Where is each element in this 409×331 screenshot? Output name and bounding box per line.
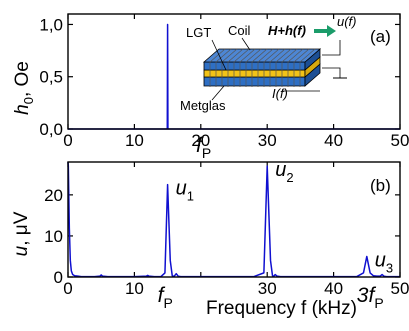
inset-coil-turn-top bbox=[275, 48, 292, 63]
panel-b-label: (b) bbox=[370, 176, 391, 195]
inset-metglas-top-side bbox=[203, 61, 306, 71]
panel-a-xtick-label: 10 bbox=[125, 131, 144, 150]
panel-a-axes-frame bbox=[67, 13, 401, 130]
inset-metglas-pointer bbox=[211, 85, 225, 101]
panel-a-label: (a) bbox=[370, 27, 391, 46]
panel-a-ytick-label: 0,0 bbox=[39, 120, 63, 139]
inset-current-label: I(f) bbox=[272, 86, 288, 101]
inset-field-arrow bbox=[314, 25, 336, 37]
inset-field-label: H+h(f) bbox=[268, 23, 306, 38]
panel-b-xlabel: Frequency f (kHz) bbox=[206, 298, 357, 319]
inset-coil-windings bbox=[209, 48, 316, 87]
panel-b-xtick-label: 0 bbox=[63, 279, 72, 298]
inset-schematic: LGT Coil H+h(f) u(f) I(f) Metglas bbox=[180, 14, 357, 113]
inset-coil-turn-top bbox=[281, 48, 298, 63]
panel-b-ytick-label: 0 bbox=[54, 268, 63, 287]
inset-coil-turn-top bbox=[269, 48, 286, 63]
inset-voltage-lead-bottom bbox=[322, 67, 341, 78]
inset-coil-turn-top bbox=[293, 48, 310, 63]
panel-b-frequency-marker: fP bbox=[158, 284, 173, 311]
inset-voltage-label: u(f) bbox=[337, 14, 357, 29]
panel-a-ylabel-symbol: h bbox=[12, 104, 33, 115]
panel-a-ytick-label: 1,0 bbox=[39, 15, 63, 34]
inset-coil-turn-top bbox=[299, 48, 316, 63]
panel-a-ylabel: h0, Oe bbox=[12, 61, 36, 115]
panel-b-ytick-label: 20 bbox=[44, 186, 63, 205]
panel-b-xtick-label: 30 bbox=[258, 279, 277, 298]
panel-b-ylabel-symbol: u bbox=[11, 245, 32, 256]
inset-voltage-lead-top bbox=[322, 40, 341, 56]
inset-coil-turn-top bbox=[215, 48, 232, 63]
inset-lgt-pointer bbox=[211, 39, 227, 71]
inset-metglas-bottom-side bbox=[203, 76, 306, 87]
panel-b: u, μV 0 10 30 40 50 0 10 20 fP 3fP u1 u2 u3 Frequ… bbox=[11, 159, 409, 319]
panel-b-ylabel: u, μV bbox=[11, 211, 32, 256]
panel-b-peak-label: u1 bbox=[176, 178, 194, 204]
panel-a-xtick-label: 30 bbox=[258, 131, 277, 150]
inset-coil-turn-top bbox=[245, 48, 262, 63]
inset-coil-turn-top bbox=[263, 48, 280, 63]
panel-b-ylabel-unit: , μV bbox=[11, 211, 32, 246]
panel-a: h0, Oe 0 10 20 30 40 50 0,00,51,0 fP (a) LGT … bbox=[12, 13, 409, 161]
inset-coil-pointer bbox=[241, 37, 251, 51]
panel-b-peak-label: u2 bbox=[275, 159, 293, 185]
panel-a-ytick-label: 0,5 bbox=[39, 68, 63, 87]
inset-lgt-side bbox=[203, 69, 306, 78]
inset-coil-turn-top bbox=[257, 48, 274, 63]
inset-metglas-label: Metglas bbox=[180, 98, 226, 113]
svg-text:h0, Oe: h0, Oe bbox=[12, 61, 36, 115]
panel-b-xtick-label: 40 bbox=[324, 279, 343, 298]
panel-a-xtick-label: 20 bbox=[191, 131, 210, 150]
panel-b-xtick-label: 10 bbox=[125, 279, 144, 298]
inset-coil-label: Coil bbox=[228, 23, 251, 38]
inset-coil-turn-top bbox=[209, 48, 226, 63]
svg-text:u, μV: u, μV bbox=[11, 211, 32, 256]
inset-coil-turn-top bbox=[239, 48, 256, 63]
panel-a-xtick-label: 0 bbox=[63, 131, 72, 150]
inset-coil-turn-top bbox=[233, 48, 250, 63]
panel-b-peak-label: u3 bbox=[375, 249, 393, 275]
inset-coil-turn-top bbox=[287, 48, 304, 63]
panel-a-xtick-label: 50 bbox=[391, 131, 409, 150]
inset-coil-turn-top bbox=[251, 48, 268, 63]
panel-a-ylabel-sub: 0 bbox=[21, 97, 36, 104]
panel-b-xtick-label: 50 bbox=[391, 279, 409, 298]
panel-b-axes-frame bbox=[67, 161, 401, 278]
inset-lgt-label: LGT bbox=[186, 25, 211, 40]
panel-b-ytick-label: 10 bbox=[44, 227, 63, 246]
panel-a-ylabel-unit: , Oe bbox=[12, 61, 33, 97]
inset-coil-turn-top bbox=[227, 48, 244, 63]
panel-b-frequency-marker: 3fP bbox=[357, 284, 384, 311]
panel-a-fp-marker: fP bbox=[196, 134, 211, 161]
panel-a-xtick-label: 40 bbox=[324, 131, 343, 150]
inset-coil-turn-top bbox=[221, 48, 238, 63]
panel-b-series-line bbox=[67, 161, 400, 278]
